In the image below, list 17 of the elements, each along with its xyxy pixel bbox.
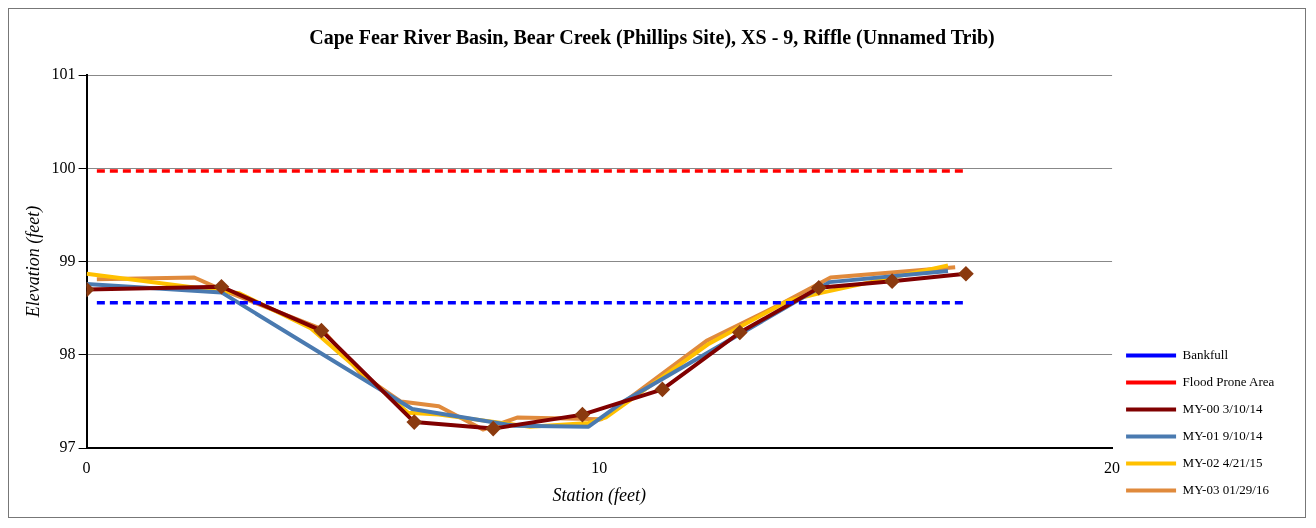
y-tick-label: 99 xyxy=(59,251,76,269)
x-axis-title: Station (feet) xyxy=(552,484,647,506)
chart-title: Cape Fear River Basin, Bear Creek (Phillips Site), XS - 9, Riffle (Unnamed Trib) xyxy=(309,26,995,50)
legend-label: Bankfull xyxy=(1182,346,1229,362)
legend-label: MY-01 9/10/14 xyxy=(1182,427,1263,443)
legend-label: MY-00 3/10/14 xyxy=(1182,400,1263,416)
x-tick-label: 20 xyxy=(1104,459,1121,476)
legend-label: MY-03 01/29/16 xyxy=(1182,481,1270,497)
x-tick-label: 10 xyxy=(591,459,608,476)
y-tick-label: 100 xyxy=(51,158,76,176)
legend-label: Flood Prone Area xyxy=(1182,373,1275,389)
legend-label: MY-02 4/21/15 xyxy=(1182,454,1263,470)
y-tick-label: 98 xyxy=(59,345,76,363)
y-tick-label: 101 xyxy=(51,65,76,83)
y-tick-label: 97 xyxy=(59,438,76,456)
y-axis-title: Elevation (feet) xyxy=(22,205,44,319)
x-tick-label: 0 xyxy=(82,459,91,476)
